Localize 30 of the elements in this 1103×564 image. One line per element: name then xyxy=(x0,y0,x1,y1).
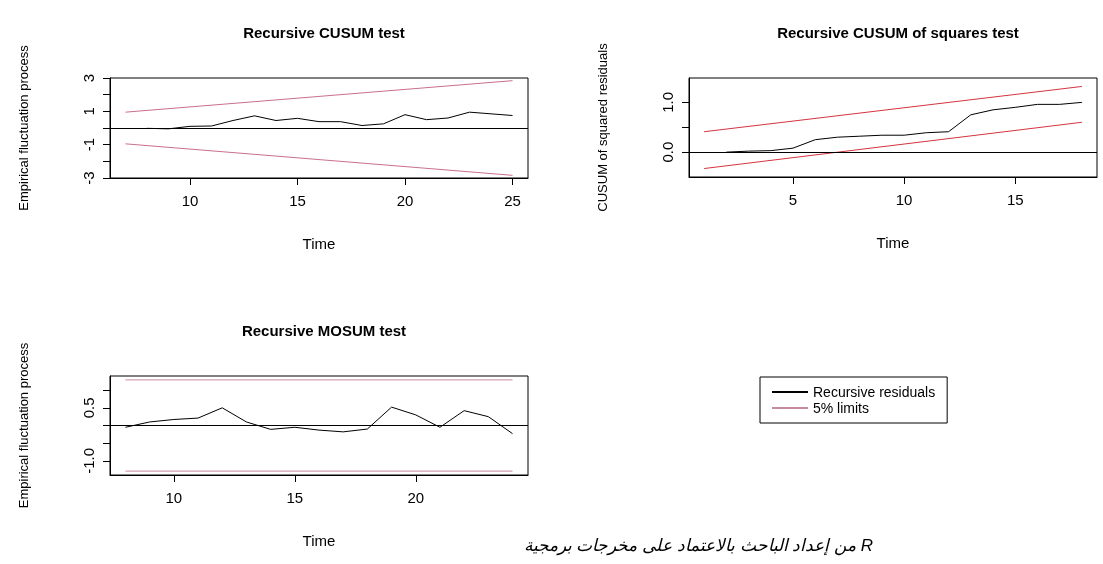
y-tick-label: -3 xyxy=(80,171,97,185)
y-tick-label: 0.0 xyxy=(659,141,676,163)
chart-title: Recursive CUSUM of squares test xyxy=(777,24,1019,41)
x-tick-label: 25 xyxy=(504,192,521,209)
x-axis-title: Time xyxy=(302,235,336,252)
x-tick-label: 20 xyxy=(407,489,425,506)
y-tick-label: 1 xyxy=(80,107,97,116)
x-tick-label: 10 xyxy=(165,489,183,506)
x-axis-title: Time xyxy=(302,532,336,549)
x-tick-label: 15 xyxy=(289,192,306,209)
legend-label: 5% limits xyxy=(813,400,870,416)
x-tick-label: 20 xyxy=(396,192,414,209)
x-axis-title: Time xyxy=(876,234,910,251)
y-axis-title: Empirical fluctuation process xyxy=(16,342,31,509)
y-tick-label: -1 xyxy=(80,137,97,152)
x-tick-label: 5 xyxy=(788,191,798,208)
x-tick-label: 10 xyxy=(181,192,199,209)
chart-title: Recursive MOSUM test xyxy=(241,322,407,339)
legend-label: Recursive residuals xyxy=(813,384,936,400)
x-tick-label: 10 xyxy=(895,191,913,208)
y-axis-title: CUSUM of squared residuals xyxy=(595,42,610,212)
y-axis-title: Empirical fluctuation process xyxy=(16,44,31,211)
y-tick-label: 3 xyxy=(80,73,97,83)
y-tick-label: 0.5 xyxy=(80,397,97,419)
y-tick-label: -1.0 xyxy=(80,447,97,474)
x-tick-label: 15 xyxy=(1006,191,1024,208)
x-tick-label: 15 xyxy=(286,489,304,506)
chart-title: Recursive CUSUM test xyxy=(243,24,405,41)
text: من إعداد الباحث بالاعتماد على مخرجات برمجية R xyxy=(523,536,873,556)
y-tick-label: 1.0 xyxy=(659,91,676,113)
